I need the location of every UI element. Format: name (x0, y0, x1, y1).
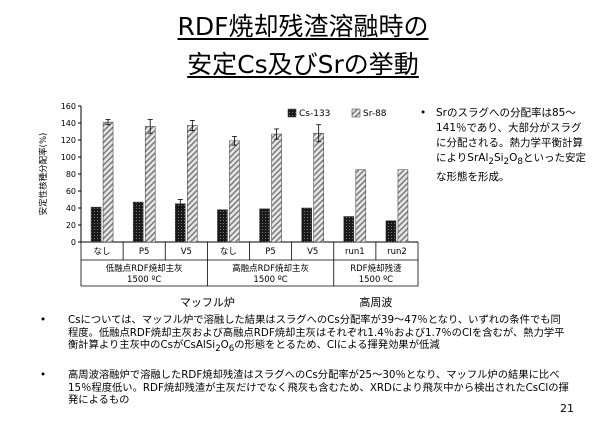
y-tick-label: 20 (66, 221, 76, 230)
sr-distribution-note: • Srのスラグへの分配率は85～141％であり、大部分がスラグに分配される。熱… (420, 106, 592, 185)
cs-hf-text: 高周波溶融炉で溶融したRDF焼却残渣はスラグへのCs分配率が25～30％となり、… (68, 369, 569, 406)
x-tick-label: V5 (307, 247, 318, 257)
cs-hf-note: • 高周波溶融炉で溶融したRDF焼却残渣はスラグへのCs分配率が25～30％とな… (40, 369, 570, 407)
distribution-bar-chart: 0 20 40 60 80 100 120 140 160 安定性核種分配率(%) なし P5 V5 なし… (38, 102, 419, 309)
group-temperature: 1500 ºC (359, 275, 393, 285)
x-tick-label: なし (220, 247, 237, 257)
slide-title-line1: RDF焼却残渣溶融時の (177, 12, 429, 41)
x-tick-label: P5 (265, 247, 276, 257)
sr-bar (355, 169, 367, 243)
sr-note-text: Srのスラグへの分配率は85～141％であり、大部分がスラグに分配される。熱力学… (436, 107, 586, 184)
sr-bar (229, 140, 240, 243)
x-tick-label: なし (94, 247, 111, 257)
y-tick-label: 100 (61, 153, 76, 162)
cs-bar (175, 203, 186, 243)
y-tick-label: 60 (66, 187, 76, 196)
cs-bar (90, 206, 102, 243)
bullet-symbol: • (40, 314, 47, 326)
furnace-label-muffle: マッフル炉 (180, 296, 235, 309)
cs-bar (385, 220, 397, 243)
sr-bar (144, 126, 156, 243)
y-tick-label: 0 (71, 238, 76, 247)
cs-bar (259, 208, 270, 243)
legend-label: Cs-133 (299, 109, 330, 119)
slide-title-line2: 安定Cs及びSrの挙動 (187, 50, 419, 79)
y-tick-label: 120 (61, 136, 76, 145)
sr-bar (271, 133, 282, 243)
sr-bar (102, 121, 114, 243)
page-number: 21 (560, 402, 574, 415)
sr-bar (397, 169, 409, 243)
y-tick-label: 160 (61, 102, 76, 111)
sr-bar (313, 132, 324, 243)
cs-bar (343, 216, 355, 243)
cs-muffle-text: Csについては、マッフル炉で溶融した結果はスラグへのCs分配率が39～47％とな… (68, 314, 565, 355)
cs-bar (217, 209, 228, 243)
legend-swatch (287, 108, 297, 118)
bullet-symbol: • (40, 369, 47, 381)
group-temperature: 1500 ºC (253, 275, 287, 285)
y-axis-label: 安定性核種分配率(%) (38, 133, 49, 216)
x-tick-label: run2 (387, 247, 407, 257)
cs-muffle-note: • Csについては、マッフル炉で溶融した結果はスラグへのCs分配率が39～47％… (40, 314, 570, 356)
bullet-symbol: • (420, 107, 427, 119)
x-tick-label: run1 (345, 247, 365, 257)
y-tick-label: 40 (66, 204, 76, 213)
group-temperature: 1500 ºC (127, 275, 161, 285)
legend-label: Sr-88 (363, 109, 387, 119)
group-label: RDF焼却残渣 (350, 263, 402, 274)
legend-swatch (351, 108, 361, 118)
x-tick-label: P5 (139, 247, 150, 257)
y-tick-label: 140 (61, 119, 76, 128)
sr-bar (187, 125, 198, 243)
x-tick-label: V5 (181, 247, 192, 257)
cs-bar (132, 201, 144, 243)
furnace-label-hf: 高周波 (359, 295, 392, 309)
group-label: 高融点RDF焼却主灰 (232, 263, 309, 274)
y-tick-label: 80 (66, 170, 76, 179)
cs-bar (301, 207, 312, 243)
group-label: 低融点RDF焼却主灰 (106, 263, 183, 274)
